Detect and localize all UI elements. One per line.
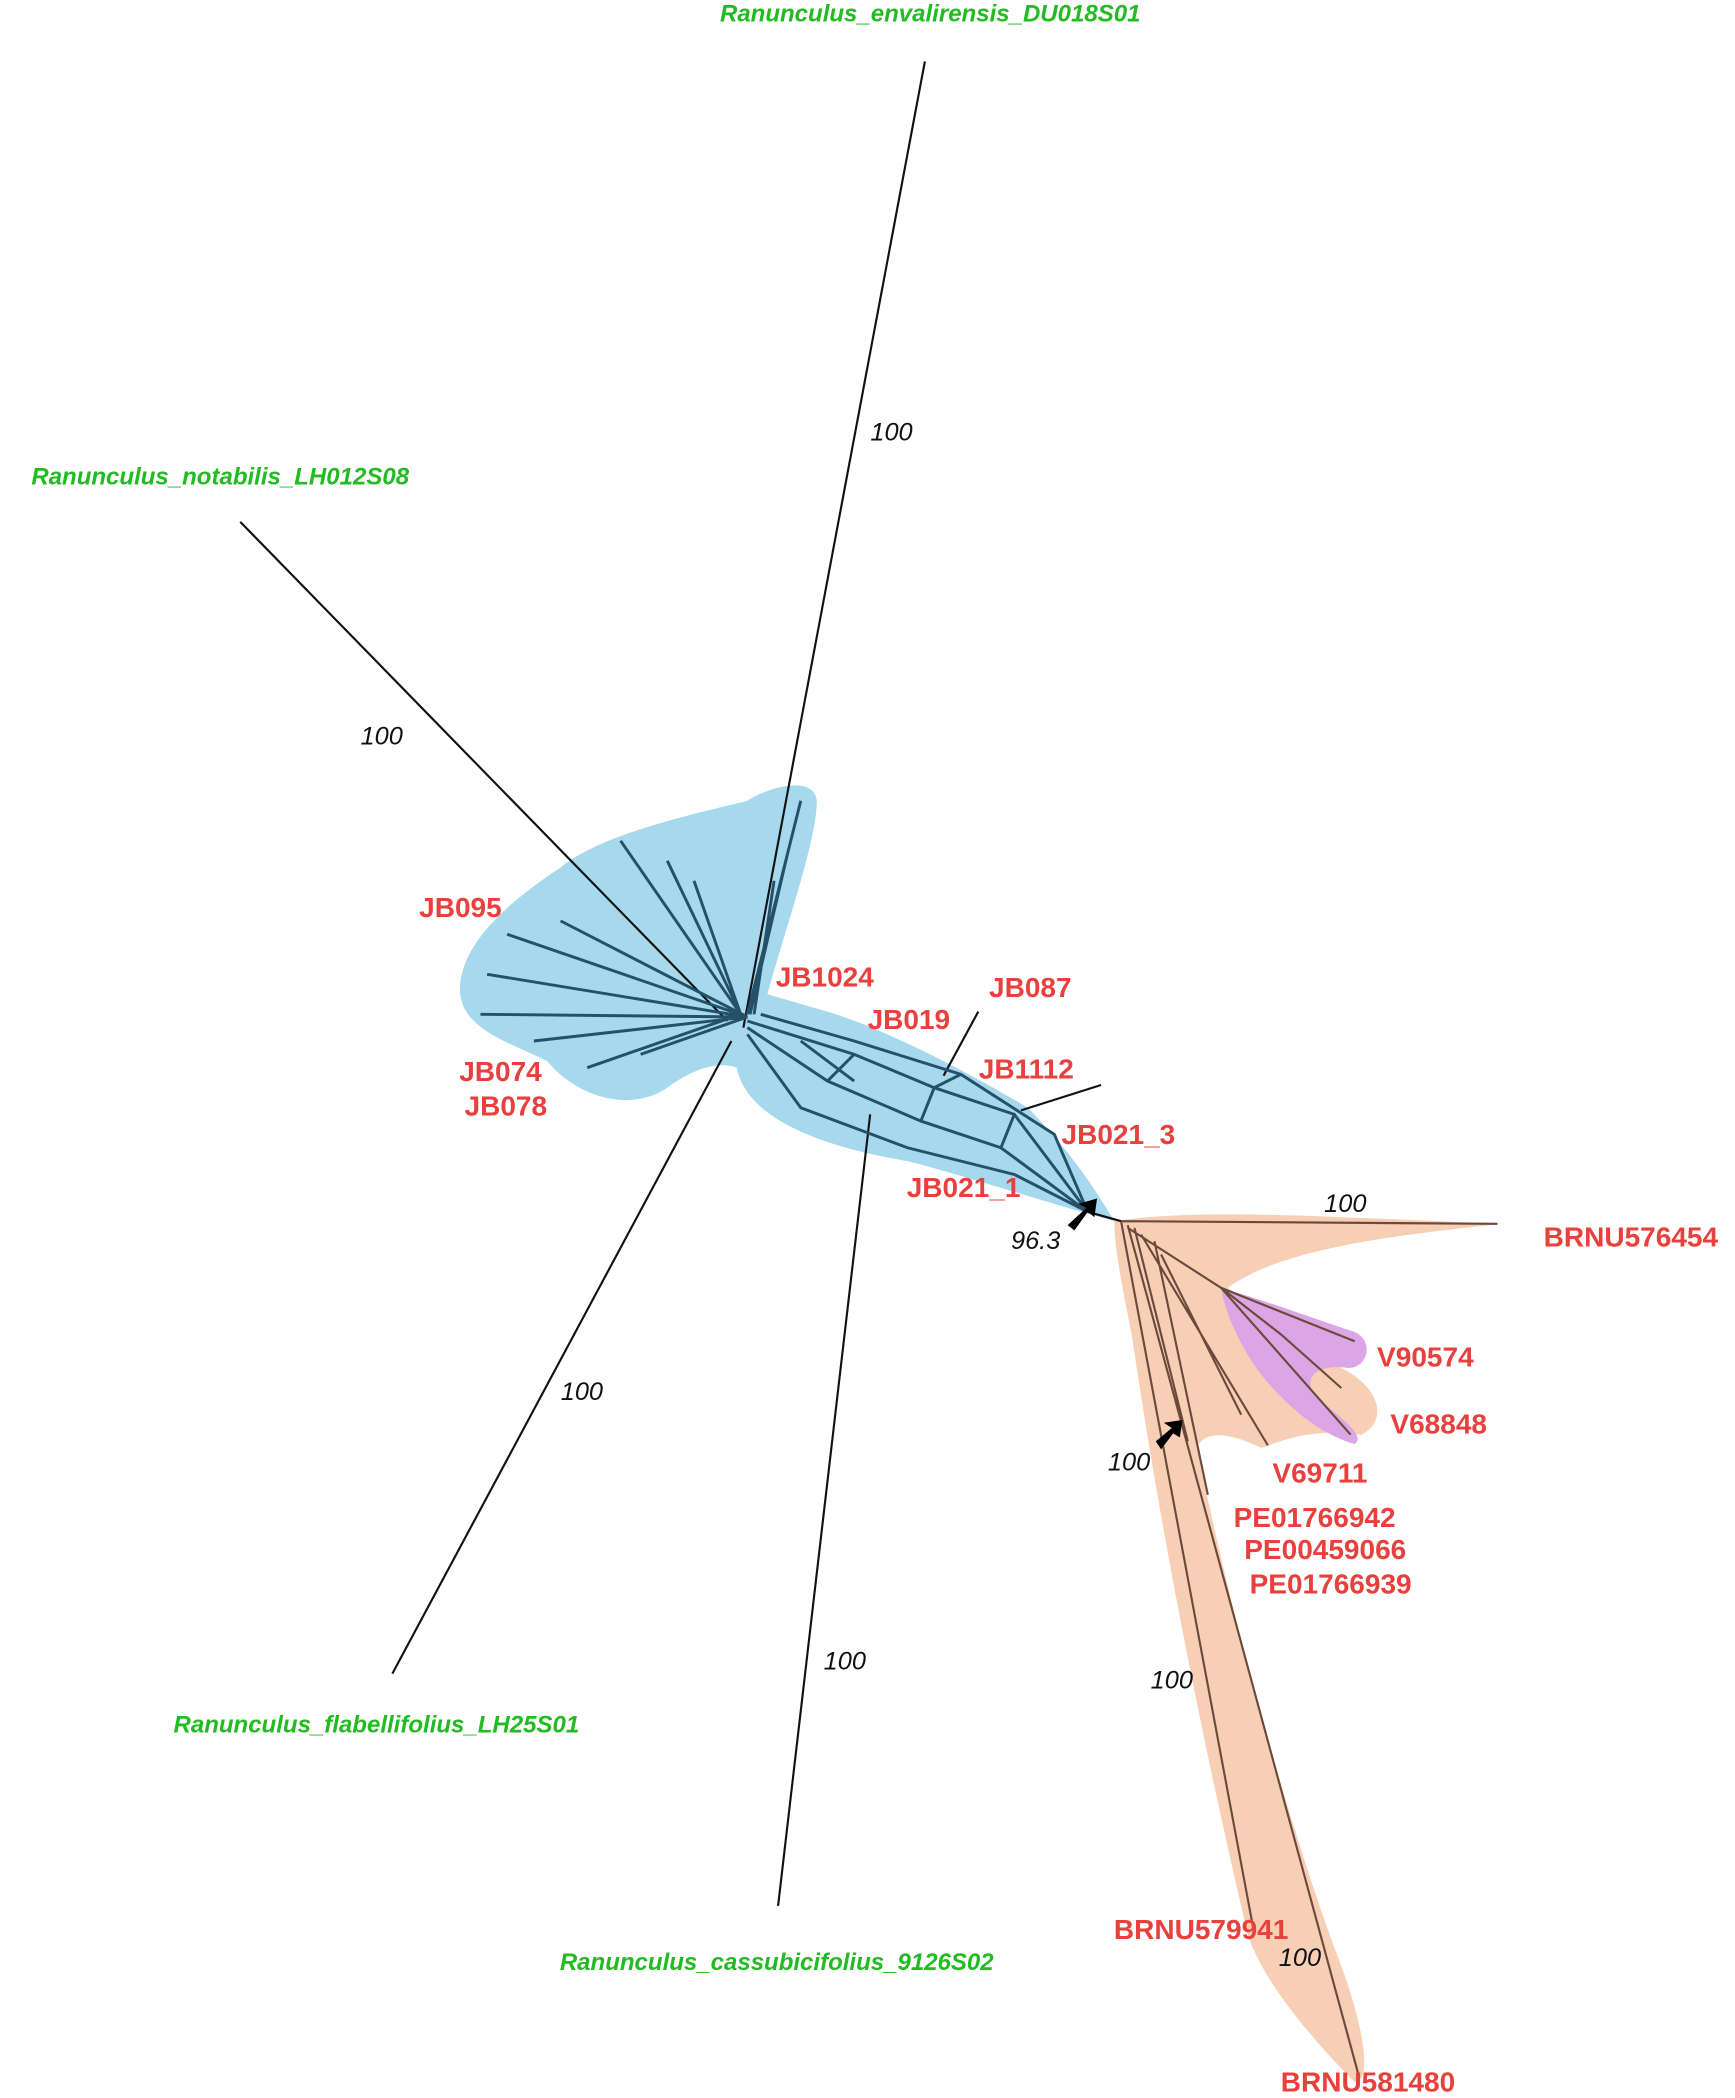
taxon-label: JB021_3 — [1062, 1119, 1176, 1150]
arrow — [1155, 1420, 1183, 1450]
taxon-label: JB021_1 — [907, 1172, 1021, 1203]
taxon-label: PE00459066 — [1244, 1534, 1406, 1565]
taxon-label: V69711 — [1272, 1458, 1367, 1489]
taxon-label: JB078 — [465, 1091, 548, 1122]
branch — [1020, 1084, 1102, 1112]
tan-clade — [1114, 1214, 1502, 2082]
taxon-label: BRNU576454 — [1544, 1222, 1719, 1253]
arrow — [1067, 1198, 1098, 1231]
branch — [777, 1114, 872, 1906]
support-value: 100 — [1108, 1449, 1150, 1477]
support-value: 100 — [1324, 1190, 1366, 1218]
purple-clade — [1221, 1287, 1367, 1445]
tan-network — [1120, 1220, 1498, 2076]
support-values: 100 100 100 100 96.3 100 100 100 100 — [361, 418, 1367, 1971]
taxon-label: V68848 — [1390, 1408, 1487, 1439]
support-value: 100 — [870, 418, 912, 446]
branch — [742, 61, 926, 1028]
support-value: 100 — [561, 1378, 603, 1406]
taxon-label: JB1024 — [776, 961, 875, 992]
taxon-label: PE01766939 — [1250, 1569, 1412, 1600]
taxon-label: JB019 — [868, 1004, 951, 1035]
support-value: 100 — [824, 1648, 866, 1676]
support-value: 100 — [361, 723, 403, 751]
branch — [239, 521, 729, 1022]
taxon-label: JB095 — [419, 892, 502, 923]
taxon-label: JB087 — [989, 972, 1072, 1003]
support-value: 96.3 — [1011, 1227, 1060, 1255]
taxon-label: PE01766942 — [1234, 1502, 1396, 1533]
taxon-label: JB1112 — [979, 1053, 1074, 1084]
outgroup-label: Ranunculus_flabellifolius_LH25S01 — [174, 1711, 580, 1738]
taxon-label: BRNU581480 — [1281, 2066, 1455, 2097]
blue-network — [480, 800, 1090, 1214]
support-value: 100 — [1151, 1666, 1193, 1694]
taxa-labels: JB095 JB1024 JB087 JB019 JB1112 JB074 JB… — [419, 892, 1718, 2097]
taxon-label: V90574 — [1377, 1342, 1474, 1373]
taxon-label: JB074 — [459, 1056, 542, 1087]
branch — [942, 1011, 980, 1077]
taxon-label: BRNU579941 — [1114, 1914, 1288, 1945]
outgroup-label: Ranunculus_envalirensis_DU018S01 — [720, 0, 1140, 27]
branch — [391, 1040, 733, 1675]
blue-clade — [459, 785, 1115, 1222]
outgroup-label: Ranunculus_notabilis_LH012S08 — [31, 463, 409, 490]
support-value: 100 — [1279, 1944, 1321, 1972]
outgroup-label: Ranunculus_cassubicifolius_9126S02 — [560, 1949, 994, 1976]
